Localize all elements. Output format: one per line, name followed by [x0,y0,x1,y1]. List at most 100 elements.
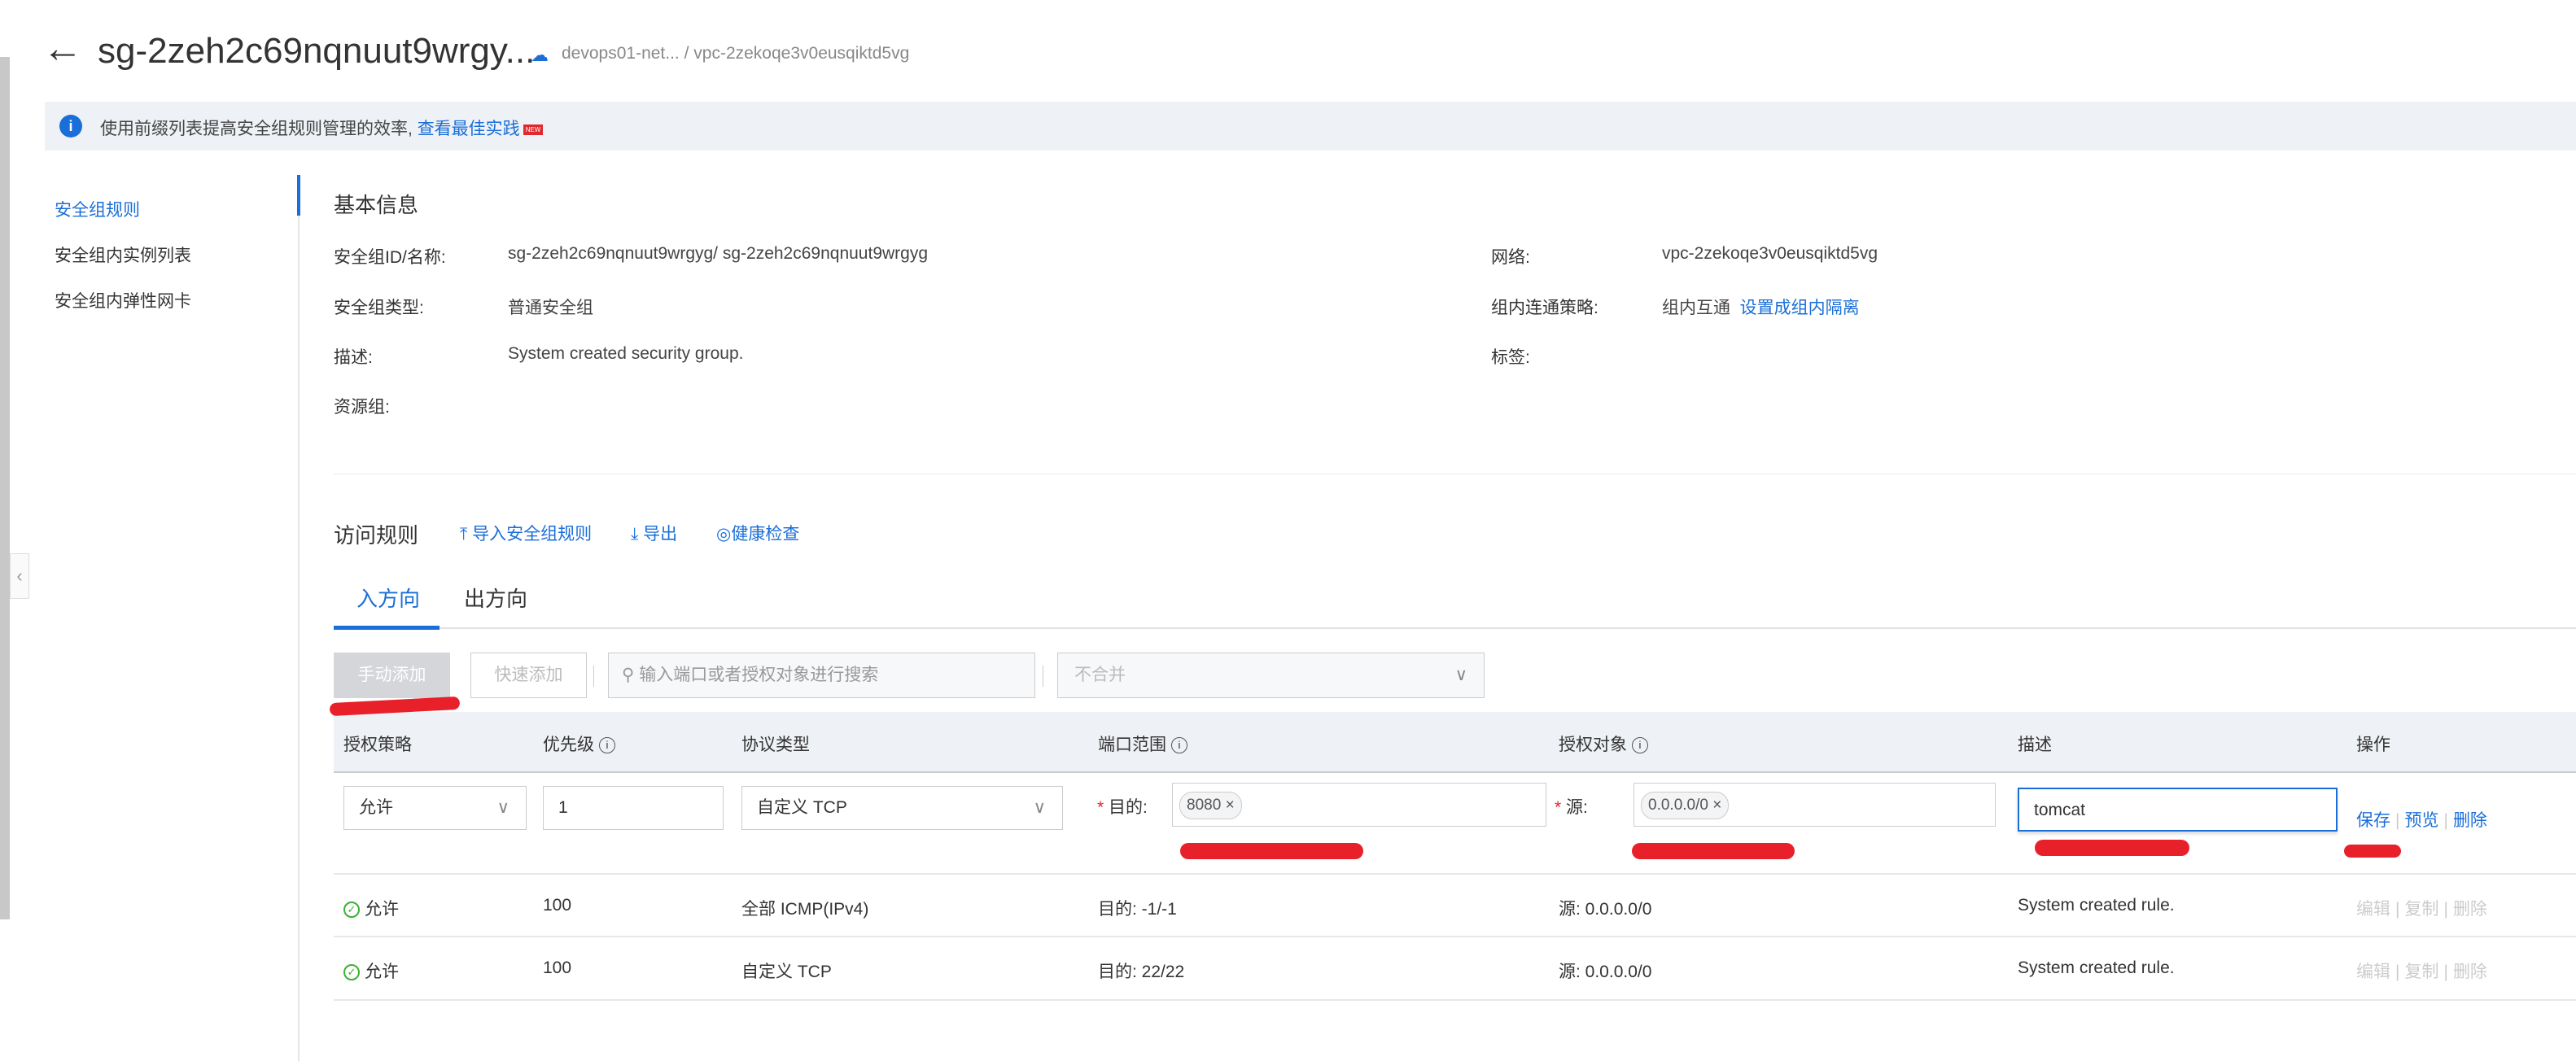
policy-select[interactable]: 允许 ∨ [343,786,527,830]
sidebar-item-rules[interactable]: 安全组规则 [55,201,140,220]
manual-add-button[interactable]: 手动添加 [334,653,450,698]
annotation-mark [1180,843,1363,859]
close-icon: × [1225,797,1235,814]
port-input[interactable]: 8080 × [1172,783,1546,827]
source-prefix: 源: [1566,798,1588,817]
search-input[interactable]: ⚲ 输入端口或者授权对象进行搜索 [608,653,1035,698]
sidebar-active-indicator [297,175,300,216]
port-tag[interactable]: 8080 × [1179,792,1242,819]
sg-id-value: sg-2zeh2c69nqnuut9wrgyg/ sg-2zeh2c69nqnu… [508,244,929,263]
access-rules-heading: 访问规则 [334,523,419,548]
annotation-mark [1632,843,1795,859]
table-header: 授权策略 优先级 i 协议类型 端口范围 i 授权对象 i 描述 操作 [334,712,2576,773]
notice-text: 使用前缀列表提高安全组规则管理的效率, [100,120,413,138]
delete-button[interactable]: 删除 [2452,811,2487,830]
close-icon: × [1712,797,1722,814]
sg-id-label: 安全组ID/名称: [334,248,446,267]
resource-group-label: 资源组: [334,398,390,417]
col-source: 授权对象 [1559,736,1627,754]
copy-button[interactable]: 复制 [2404,963,2439,981]
col-actions: 操作 [2356,736,2390,754]
protocol: 自定义 TCP [741,963,832,981]
basic-info-heading: 基本信息 [334,193,419,217]
tab-active-indicator [334,626,440,630]
check-circle-icon: ✓ [343,964,360,981]
save-button[interactable]: 保存 [2356,811,2390,830]
protocol-select[interactable]: 自定义 TCP ∨ [741,786,1063,830]
toolbar-separator [593,666,594,687]
col-priority: 优先级 [543,736,594,754]
new-badge: NEW [523,124,544,135]
tab-outbound[interactable]: 出方向 [464,587,528,611]
health-check-button[interactable]: ◎健康检查 [716,525,800,544]
quick-add-button[interactable]: 快速添加 [470,653,587,698]
table-row: ✓ 允许 100 自定义 TCP 目的: 22/22 源: 0.0.0.0/0 S… [334,937,2576,1001]
network-value[interactable]: vpc-2zekoqe3v0eusqiktd5vg [1662,244,1878,263]
tags-label: 标签: [1491,348,1530,367]
annotation-mark [2035,840,2189,856]
chevron-down-icon: ∨ [1454,666,1467,684]
breadcrumb[interactable]: devops01-net... / vpc-2zekoqe3v0eusqiktd… [562,44,910,63]
source: 源: 0.0.0.0/0 [1559,900,1652,919]
port-range: 目的: 22/22 [1098,963,1185,981]
port-prefix: 目的: [1109,798,1148,817]
export-button[interactable]: ⤓ 导出 [631,525,678,544]
description-value: System created security group. [508,344,744,363]
sg-type-label: 安全组类型: [334,299,424,317]
table-row-edit: 允许 ∨ 1 自定义 TCP ∨ * 目的: 8080 × * 源: 0.0.0.0… [334,773,2576,875]
tab-inbound[interactable]: 入方向 [356,587,421,611]
description: System created rule. [2018,896,2175,915]
sidebar-divider [298,175,300,1061]
connectivity-label: 组内连通策略: [1491,299,1599,317]
shield-check-icon: ◎ [716,525,732,544]
import-rules-button[interactable]: ⤒ 导入安全组规则 [460,525,593,544]
notice-bar: i 使用前缀列表提高安全组规则管理的效率, 查看最佳实践 NEW [45,102,2576,151]
port-range: 目的: -1/-1 [1098,900,1177,919]
left-scrollbar[interactable] [0,57,10,919]
info-icon[interactable]: i [1171,737,1187,754]
priority-input[interactable]: 1 [543,786,724,830]
page-title: sg-2zeh2c69nqnuut9wrgy... [98,31,536,71]
sidebar-item-enis[interactable]: 安全组内弹性网卡 [55,292,191,311]
info-icon[interactable]: i [599,737,615,754]
merge-select[interactable]: 不合并 ∨ [1057,653,1485,698]
protocol: 全部 ICMP(IPv4) [741,900,869,919]
col-policy: 授权策略 [343,736,412,754]
edit-button[interactable]: 编辑 [2356,963,2390,981]
set-isolation-link[interactable]: 设置成组内隔离 [1739,299,1860,317]
priority: 100 [543,896,572,915]
info-icon[interactable]: i [1632,737,1648,754]
check-circle-icon: ✓ [343,902,360,919]
search-icon: ⚲ [622,666,635,684]
description-input[interactable]: tomcat [2018,788,2338,832]
cloud-icon: ☁ [531,45,549,65]
col-description: 描述 [2018,736,2052,754]
download-icon: ⤓ [631,525,639,544]
description: System created rule. [2018,958,2175,977]
source-tag[interactable]: 0.0.0.0/0 × [1641,792,1730,819]
edit-button[interactable]: 编辑 [2356,900,2390,919]
annotation-mark [2344,845,2401,858]
network-label: 网络: [1491,248,1530,267]
arrow-left-icon[interactable]: ← [42,25,83,71]
sidebar-item-instances[interactable]: 安全组内实例列表 [55,247,191,265]
tabs-baseline [334,627,2576,629]
best-practice-link[interactable]: 查看最佳实践 [417,120,520,138]
col-port: 端口范围 [1098,736,1166,754]
chevron-down-icon: ∨ [1033,798,1046,817]
sg-type-value: 普通安全组 [508,299,593,317]
source-input[interactable]: 0.0.0.0/0 × [1634,783,1996,827]
collapse-sidebar-button[interactable]: ‹ [10,553,29,599]
copy-button[interactable]: 复制 [2404,900,2439,919]
delete-button[interactable]: 删除 [2452,963,2487,981]
preview-button[interactable]: 预览 [2404,811,2439,830]
chevron-down-icon: ∨ [496,798,510,817]
col-protocol: 协议类型 [741,736,810,754]
info-icon: i [59,115,82,138]
connectivity-value: 组内互通 [1662,299,1730,317]
source: 源: 0.0.0.0/0 [1559,963,1652,981]
delete-button[interactable]: 删除 [2452,900,2487,919]
table-row: ✓ 允许 100 全部 ICMP(IPv4) 目的: -1/-1 源: 0.0.0… [334,875,2576,937]
priority: 100 [543,958,572,977]
description-label: 描述: [334,348,373,367]
